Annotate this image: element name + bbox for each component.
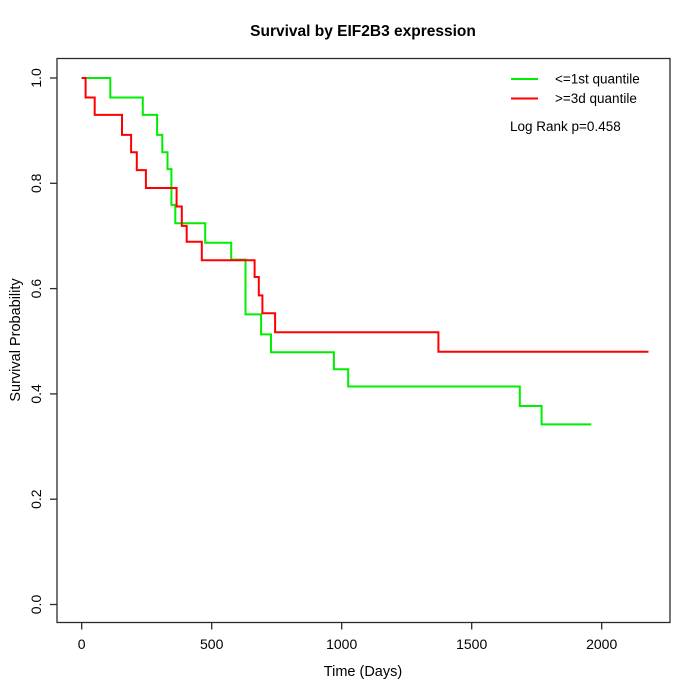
x-axis-ticks: 0 500 1000 1500 2000 [78, 622, 617, 652]
y-axis-ticks: 0.0 0.2 0.4 0.6 0.8 1.0 [28, 68, 57, 614]
x-tick-label: 0 [78, 636, 86, 652]
y-tick-label: 1.0 [28, 68, 44, 88]
y-axis-label: Survival Probability [8, 278, 24, 402]
logrank-pvalue-text: Log Rank p=0.458 [510, 119, 621, 134]
survival-curves [81, 77, 649, 426]
x-axis-label: Time (Days) [324, 664, 402, 680]
y-tick-label: 0.2 [28, 489, 44, 509]
y-tick-label: 0.0 [28, 595, 44, 615]
plot-border [56, 57, 671, 624]
x-tick-label: 2000 [586, 636, 617, 652]
km-curve-high [81, 77, 649, 353]
y-tick-label: 0.8 [28, 173, 44, 193]
y-tick-label: 0.4 [28, 384, 44, 404]
legend-label-low-quantile: <=1st quantile [555, 72, 640, 87]
km-curve-low [81, 77, 592, 426]
legend: <=1st quantile >=3d quantile Log Rank p=… [510, 72, 640, 135]
y-tick-label: 0.6 [28, 279, 44, 299]
x-tick-label: 500 [200, 636, 224, 652]
legend-label-high-quantile: >=3d quantile [555, 91, 637, 106]
x-tick-label: 1500 [456, 636, 487, 652]
x-tick-label: 1000 [326, 636, 357, 652]
chart-title: Survival by EIF2B3 expression [250, 23, 476, 40]
